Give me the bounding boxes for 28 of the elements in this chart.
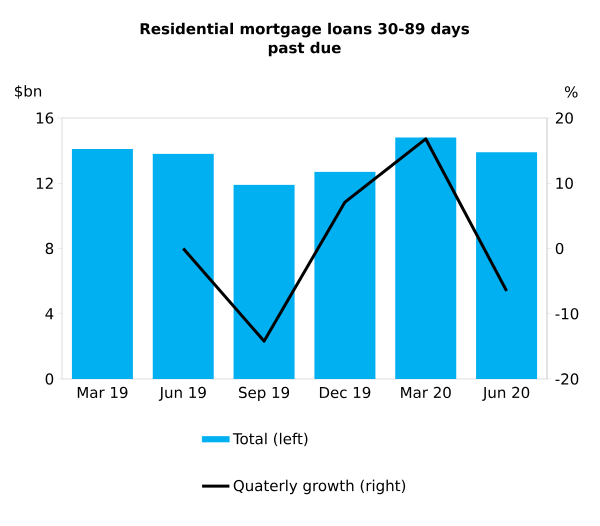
line-series (182, 137, 508, 343)
legend-label: Total (left) (232, 432, 308, 446)
bar (72, 148, 133, 379)
x-tick-label: Sep 19 (239, 386, 290, 402)
y-tick-label: 12 (36, 178, 53, 189)
x-tick-label: Mar 20 (401, 386, 451, 398)
y2-tick-label: 10 (556, 178, 573, 189)
legend-label: Quaterly growth (right) (234, 480, 406, 494)
y2-axis-title: % (564, 86, 578, 98)
y-axis-title: $bn (15, 85, 42, 99)
y2-tick-label: -10 (556, 308, 578, 320)
y2-tick-label: -20 (556, 373, 578, 385)
x-tick-label: Mar 19 (78, 386, 128, 398)
y-tick-label: 8 (46, 242, 54, 254)
y2-tick-label: 20 (556, 112, 573, 124)
bar (152, 154, 214, 379)
chart-title: Residential mortgage loans 30-89 days past due (140, 22, 470, 56)
bar (476, 152, 538, 379)
bar (314, 172, 376, 379)
x-tick-label: Jun 19 (158, 386, 206, 401)
y2-tick-label: 0 (556, 242, 564, 254)
bar (395, 138, 456, 379)
bar (234, 184, 295, 379)
y-tick-label: 4 (45, 308, 54, 320)
y-tick-label: 16 (36, 112, 54, 124)
x-tick-label: Jun 20 (482, 386, 530, 401)
y-tick-label: 0 (46, 373, 54, 385)
x-tick-label: Dec 19 (320, 386, 370, 398)
